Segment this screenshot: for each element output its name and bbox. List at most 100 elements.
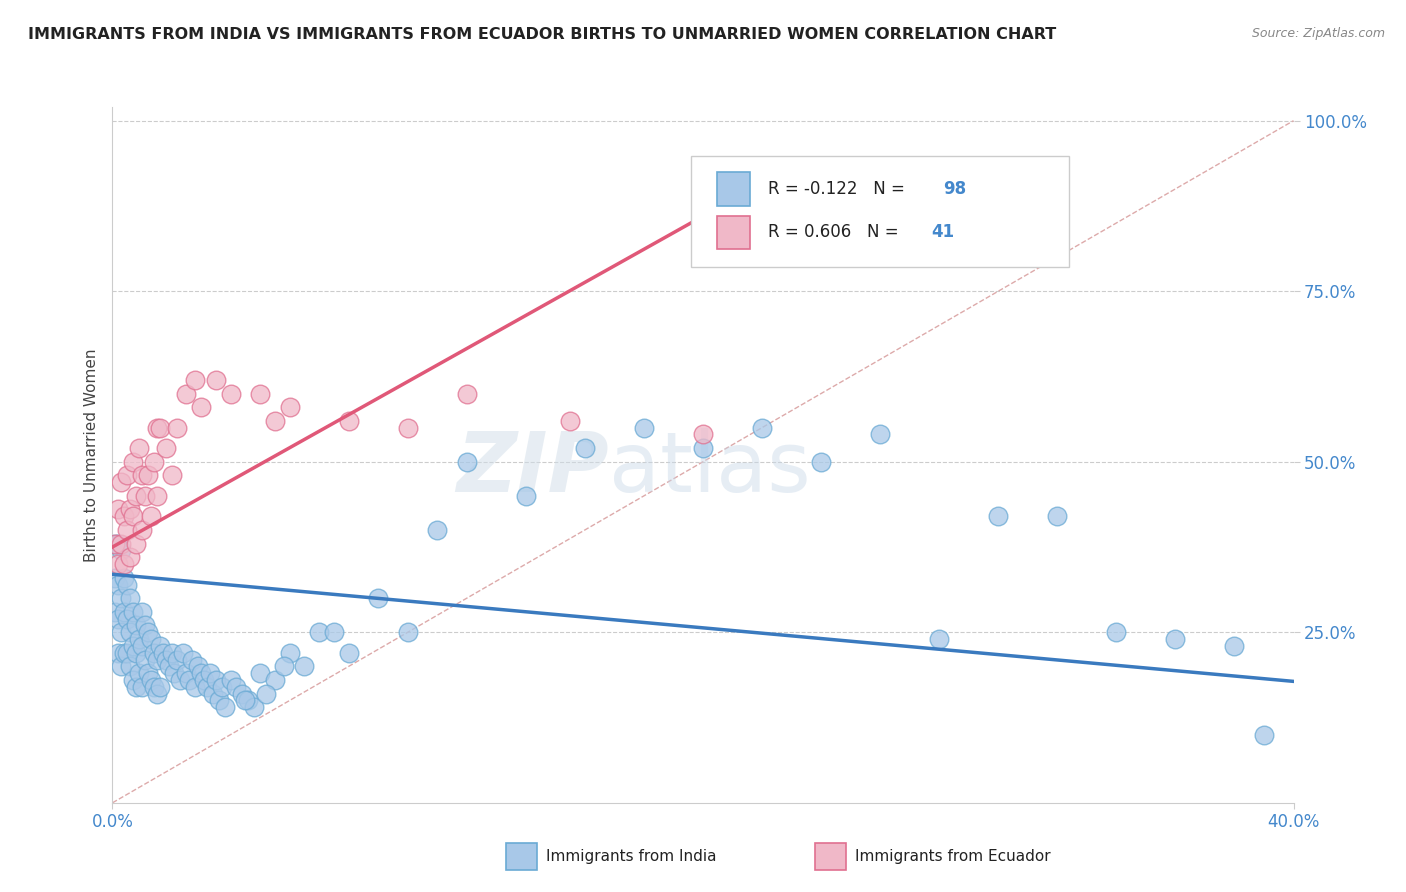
Point — [292, 659, 315, 673]
Point — [120, 625, 142, 640]
FancyBboxPatch shape — [717, 216, 751, 249]
Point — [112, 571, 135, 585]
Point — [1164, 632, 1187, 646]
Point — [1253, 728, 1275, 742]
Point — [112, 605, 135, 619]
Point — [131, 680, 153, 694]
Point — [249, 386, 271, 401]
Point — [142, 455, 165, 469]
Text: R = 0.606   N =: R = 0.606 N = — [768, 223, 904, 241]
Point — [136, 625, 159, 640]
Point — [574, 441, 596, 455]
Point — [190, 666, 212, 681]
Point — [128, 632, 150, 646]
Point — [337, 414, 360, 428]
Point — [367, 591, 389, 606]
Point — [152, 646, 174, 660]
Point — [278, 400, 301, 414]
Point — [308, 625, 330, 640]
Point — [273, 659, 295, 673]
Point — [131, 605, 153, 619]
Point — [172, 646, 194, 660]
FancyBboxPatch shape — [717, 172, 751, 206]
Point — [112, 646, 135, 660]
Point — [146, 652, 169, 666]
Point — [426, 523, 449, 537]
Point — [122, 639, 145, 653]
Point — [174, 386, 197, 401]
Point — [107, 536, 129, 550]
Point — [104, 536, 127, 550]
Point — [166, 420, 188, 434]
Point — [201, 687, 224, 701]
Point — [146, 420, 169, 434]
Point — [184, 373, 207, 387]
Point — [184, 680, 207, 694]
Point — [122, 673, 145, 687]
Point — [179, 673, 201, 687]
Point — [1105, 625, 1128, 640]
Point — [869, 427, 891, 442]
Point — [107, 646, 129, 660]
Point — [107, 577, 129, 591]
Point — [139, 632, 162, 646]
Text: R = -0.122   N =: R = -0.122 N = — [768, 180, 910, 198]
Point — [125, 680, 148, 694]
Point — [219, 673, 242, 687]
Point — [225, 680, 247, 694]
Point — [125, 536, 148, 550]
Point — [692, 427, 714, 442]
Point — [160, 468, 183, 483]
Point — [110, 591, 132, 606]
Point — [214, 700, 236, 714]
Point — [456, 455, 478, 469]
Point — [112, 509, 135, 524]
Point — [243, 700, 266, 714]
Point — [134, 489, 156, 503]
Point — [120, 591, 142, 606]
Point — [810, 455, 832, 469]
Point — [751, 420, 773, 434]
Point — [139, 509, 162, 524]
Text: Immigrants from India: Immigrants from India — [546, 849, 716, 863]
Point — [149, 680, 172, 694]
Point — [174, 666, 197, 681]
Point — [1223, 639, 1246, 653]
Point — [278, 646, 301, 660]
Point — [264, 414, 287, 428]
Point — [396, 625, 419, 640]
Point — [264, 673, 287, 687]
Point — [157, 659, 180, 673]
Point — [219, 386, 242, 401]
Text: ZIP: ZIP — [456, 428, 609, 509]
Point — [117, 646, 138, 660]
Point — [558, 414, 582, 428]
Point — [117, 577, 138, 591]
Point — [396, 420, 419, 434]
Text: IMMIGRANTS FROM INDIA VS IMMIGRANTS FROM ECUADOR BIRTHS TO UNMARRIED WOMEN CORRE: IMMIGRANTS FROM INDIA VS IMMIGRANTS FROM… — [28, 27, 1056, 42]
Point — [249, 666, 271, 681]
Point — [128, 441, 150, 455]
Point — [146, 687, 169, 701]
Point — [104, 536, 127, 550]
Point — [195, 680, 218, 694]
Point — [120, 659, 142, 673]
Point — [205, 373, 228, 387]
Point — [187, 659, 209, 673]
Point — [456, 386, 478, 401]
Point — [104, 571, 127, 585]
Point — [142, 646, 165, 660]
Point — [181, 652, 204, 666]
Point — [112, 557, 135, 571]
Point — [238, 693, 260, 707]
Point — [155, 652, 177, 666]
Point — [190, 400, 212, 414]
Point — [110, 543, 132, 558]
Point — [122, 605, 145, 619]
FancyBboxPatch shape — [692, 156, 1069, 267]
Point — [134, 652, 156, 666]
Text: Immigrants from Ecuador: Immigrants from Ecuador — [855, 849, 1050, 863]
Point — [136, 468, 159, 483]
Y-axis label: Births to Unmarried Women: Births to Unmarried Women — [83, 348, 98, 562]
Point — [131, 468, 153, 483]
